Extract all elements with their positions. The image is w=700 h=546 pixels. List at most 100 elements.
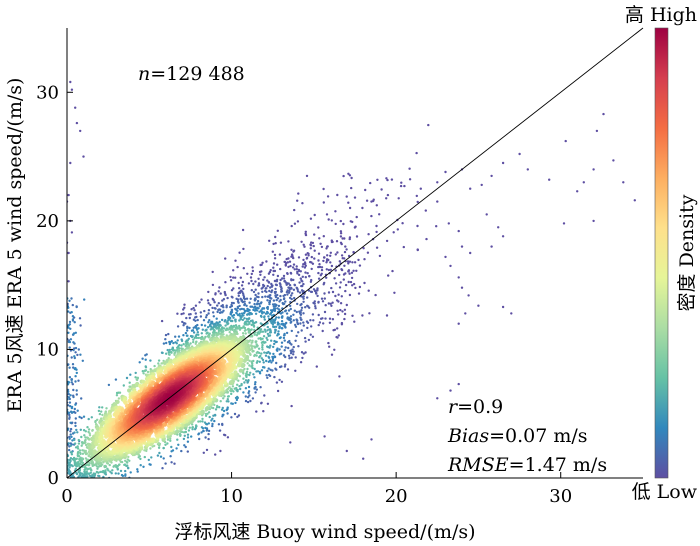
scatter-point: [73, 407, 77, 411]
scatter-point: [230, 402, 233, 405]
scatter-point: [273, 331, 277, 334]
scatter-point: [313, 257, 316, 260]
scatter-point: [76, 431, 79, 434]
scatter-point: [264, 312, 268, 315]
scatter-point: [247, 331, 250, 334]
scatter-point: [276, 334, 279, 337]
scatter-point: [141, 357, 144, 360]
scatter-point: [84, 430, 88, 433]
scatter-point: [79, 452, 82, 456]
scatter-point: [184, 445, 187, 449]
scatter-point: [250, 360, 253, 363]
scatter-point: [79, 129, 82, 133]
scatter-point: [197, 336, 200, 340]
scatter-point: [84, 441, 87, 444]
scatter-point: [200, 431, 203, 434]
scatter-point: [290, 404, 293, 408]
scatter-point: [233, 412, 237, 416]
scatter-point: [292, 263, 296, 266]
scatter-point: [296, 220, 300, 223]
scatter-point: [78, 449, 82, 452]
scatter-point: [318, 265, 322, 269]
scatter-point: [242, 311, 246, 315]
scatter-point: [71, 439, 74, 442]
scatter-point: [302, 324, 305, 327]
scatter-point: [351, 220, 354, 224]
scatter-point: [287, 265, 290, 269]
scatter-point: [242, 391, 245, 394]
scatter-point: [330, 219, 333, 222]
scatter-point: [255, 388, 258, 391]
scatter-point: [622, 181, 625, 184]
scatter-point: [582, 181, 585, 184]
scatter-point: [255, 351, 258, 355]
scatter-point: [173, 353, 176, 356]
scatter-point: [204, 436, 207, 439]
scatter-point: [289, 264, 292, 268]
scatter-point: [275, 280, 279, 283]
scatter-point: [257, 284, 260, 287]
scatter-point: [67, 396, 71, 399]
scatter-point: [243, 300, 246, 303]
scatter-point: [282, 334, 286, 337]
scatter-point: [232, 269, 235, 272]
scatter-point: [361, 314, 364, 317]
scatter-point: [165, 352, 168, 355]
scatter-point: [270, 290, 273, 294]
scatter-point: [292, 256, 295, 260]
scatter-point: [334, 210, 337, 213]
scatter-point: [254, 341, 257, 344]
scatter-point: [258, 370, 262, 374]
scatter-point: [253, 383, 257, 386]
scatter-point: [280, 341, 284, 344]
scatter-point: [70, 88, 74, 91]
scatter-point: [311, 335, 315, 338]
scatter-point: [289, 272, 293, 275]
scatter-point: [246, 313, 249, 316]
scatter-point: [226, 328, 230, 331]
scatter-point: [250, 289, 253, 292]
scatter-point: [246, 362, 249, 365]
scatter-point: [240, 290, 244, 293]
scatter-point: [272, 266, 275, 269]
scatter-point: [378, 254, 382, 258]
scatter-point: [269, 368, 272, 371]
scatter-point: [344, 289, 347, 293]
scatter-point: [266, 299, 269, 302]
scatter-point: [469, 187, 472, 190]
scatter-point: [293, 296, 296, 300]
scatter-point: [338, 286, 342, 289]
scatter-point: [247, 282, 251, 285]
scatter-point: [182, 343, 185, 346]
scatter-point: [74, 424, 77, 428]
scatter-point: [444, 255, 447, 259]
scatter-point: [304, 351, 307, 354]
scatter-point: [234, 276, 237, 279]
scatter-point: [244, 374, 248, 377]
scatter-point: [197, 333, 200, 336]
scatter-point: [369, 181, 372, 185]
scatter-point: [67, 331, 70, 334]
scatter-point: [242, 294, 245, 297]
scatter-point: [368, 312, 371, 315]
scatter-point: [313, 289, 317, 293]
scatter-point: [308, 275, 311, 278]
scatter-point: [257, 292, 260, 295]
scatter-point: [330, 353, 334, 356]
scatter-point: [300, 284, 303, 288]
scatter-point: [87, 417, 90, 421]
scatter-point: [143, 382, 148, 387]
scatter-point: [86, 475, 89, 478]
scatter-point: [365, 199, 369, 202]
scatter-point: [266, 332, 270, 336]
scatter-point: [435, 225, 438, 228]
scatter-point: [280, 320, 284, 323]
scatter-point: [221, 299, 224, 302]
scatter-point: [143, 455, 146, 459]
scatter-point: [180, 344, 183, 347]
scatter-point: [157, 362, 160, 365]
scatter-point: [77, 438, 81, 442]
scatter-point: [190, 435, 193, 438]
scatter-point: [271, 250, 274, 253]
scatter-point: [375, 246, 379, 249]
